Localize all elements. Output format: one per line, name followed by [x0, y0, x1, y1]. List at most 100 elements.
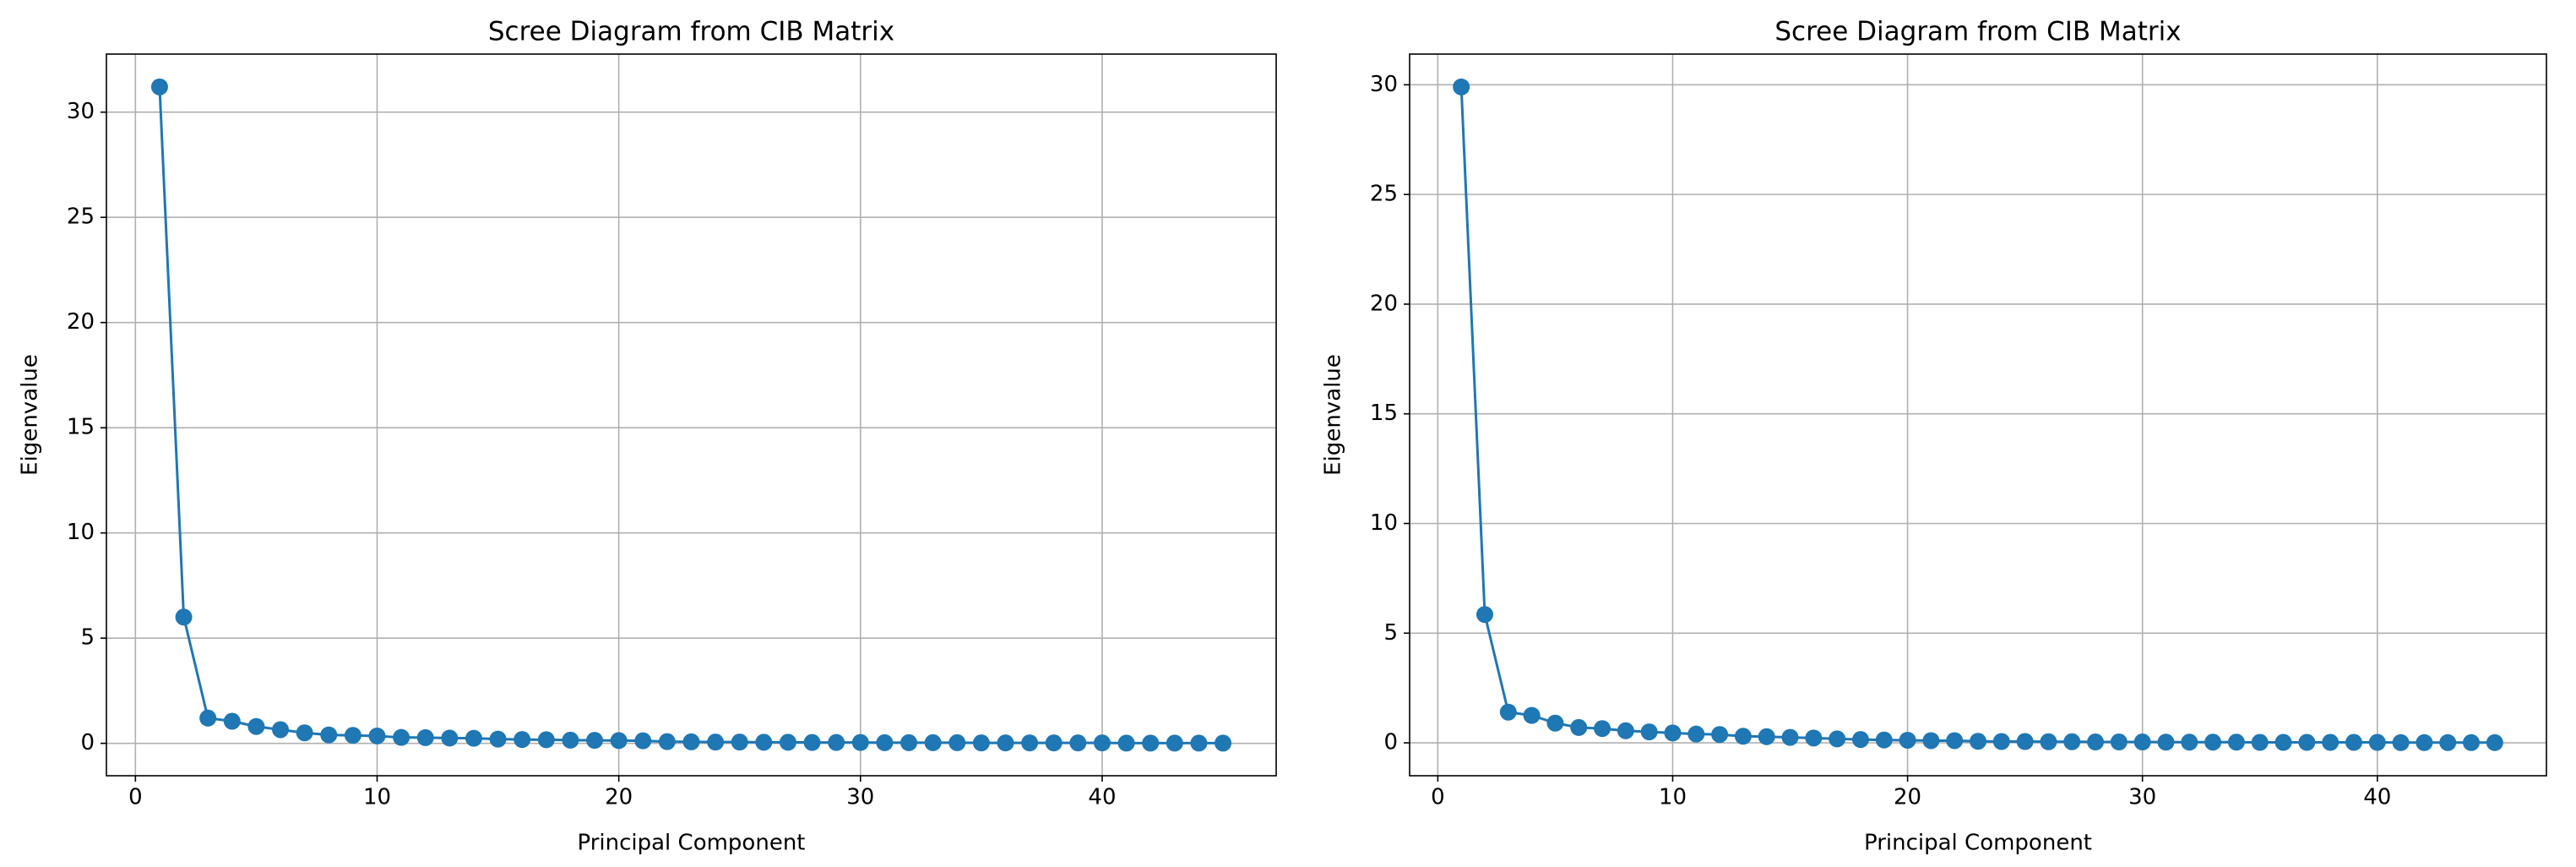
- plot-area: [1410, 54, 2546, 776]
- data-point: [368, 727, 386, 744]
- axes-frame: [1409, 53, 2547, 777]
- x-tick-label: 10: [363, 785, 391, 810]
- y-tick-label: 5: [1383, 620, 1398, 646]
- data-point: [2416, 733, 2433, 751]
- chart-title: Scree Diagram from CIB Matrix: [1774, 17, 2181, 47]
- data-point: [1215, 734, 1232, 752]
- data-point: [2251, 733, 2269, 751]
- data-point: [997, 734, 1014, 752]
- data-point: [2463, 733, 2481, 751]
- data-point: [876, 733, 894, 751]
- data-point: [1021, 734, 1039, 752]
- data-point: [344, 727, 361, 744]
- y-tick-label: 30: [67, 99, 95, 124]
- data-point: [1453, 78, 1470, 95]
- data-point: [2087, 733, 2105, 751]
- data-point: [924, 733, 942, 751]
- data-point: [1523, 706, 1541, 724]
- x-tick-label: 10: [1659, 785, 1687, 810]
- data-point: [2486, 733, 2503, 751]
- x-tick-label: 30: [2128, 785, 2156, 810]
- data-point: [393, 728, 410, 746]
- chart-title: Scree Diagram from CIB Matrix: [488, 17, 894, 47]
- x-tick-label: 30: [846, 785, 874, 810]
- data-point: [1805, 729, 1823, 747]
- data-point: [1117, 734, 1135, 752]
- data-point: [2133, 733, 2151, 751]
- data-point: [1570, 718, 1588, 736]
- data-point: [1546, 714, 1564, 732]
- data-point: [634, 732, 652, 750]
- data-point: [223, 712, 241, 730]
- data-point: [828, 733, 845, 751]
- data-point: [150, 78, 168, 95]
- x-axis-label: Principal Component: [577, 831, 805, 856]
- y-tick-label: 10: [67, 520, 95, 545]
- data-point: [2157, 733, 2175, 751]
- data-point: [320, 726, 338, 744]
- y-tick-label: 20: [1370, 291, 1398, 316]
- data-point: [1142, 734, 1160, 752]
- data-point: [2298, 733, 2316, 751]
- data-point: [1166, 734, 1183, 752]
- y-tick-label: 15: [1370, 401, 1398, 426]
- data-point: [900, 733, 918, 751]
- data-point: [779, 733, 796, 751]
- data-point: [465, 729, 482, 747]
- data-point: [2181, 733, 2198, 751]
- data-point: [272, 721, 290, 739]
- axes-frame: [106, 53, 1277, 777]
- data-point: [489, 730, 507, 748]
- data-point: [610, 732, 628, 750]
- data-point: [1711, 726, 1729, 744]
- data-point: [2322, 733, 2340, 751]
- data-point: [441, 729, 459, 747]
- y-tick-label: 30: [1370, 72, 1398, 97]
- data-point: [1781, 728, 1799, 746]
- data-point: [247, 717, 265, 735]
- y-tick-label: 25: [1370, 182, 1398, 207]
- x-tick-label: 40: [1088, 785, 1116, 810]
- data-point: [2392, 733, 2410, 751]
- data-point: [1970, 733, 1986, 750]
- data-point: [537, 731, 555, 749]
- y-tick-label: 0: [1383, 730, 1398, 755]
- data-point: [1594, 720, 1611, 738]
- data-point: [972, 734, 990, 752]
- x-tick-label: 20: [1894, 785, 1921, 810]
- data-point: [755, 733, 773, 751]
- data-point: [2063, 733, 2081, 750]
- x-tick-label: 0: [1431, 785, 1445, 810]
- data-point: [1640, 723, 1658, 741]
- data-point: [2040, 733, 2057, 750]
- data-point: [2368, 733, 2386, 751]
- data-point: [1734, 728, 1752, 745]
- y-tick-label: 25: [67, 204, 95, 230]
- y-axis-label: Eigenvalue: [1321, 354, 1346, 476]
- data-point: [1687, 725, 1705, 743]
- data-point: [199, 709, 217, 727]
- plot-area: [106, 54, 1276, 776]
- data-point: [1499, 703, 1517, 721]
- data-point: [514, 731, 531, 749]
- data-point: [731, 733, 748, 751]
- x-axis-label: Principal Component: [1864, 831, 2092, 856]
- data-point: [682, 733, 700, 750]
- data-point: [2345, 733, 2362, 751]
- data-point: [1875, 731, 1893, 749]
- y-tick-label: 0: [80, 730, 95, 755]
- x-tick-label: 0: [128, 785, 143, 810]
- y-tick-label: 15: [67, 415, 95, 440]
- y-axis-label: Eigenvalue: [18, 354, 43, 476]
- data-point: [1899, 731, 1916, 749]
- y-tick-label: 10: [1370, 510, 1398, 536]
- data-point: [1758, 728, 1775, 745]
- data-point: [1093, 734, 1111, 752]
- data-point: [562, 731, 579, 749]
- data-point: [1851, 731, 1869, 749]
- data-point: [2227, 733, 2245, 751]
- y-tick-label: 5: [80, 625, 95, 651]
- data-point: [1992, 733, 2010, 750]
- data-point: [1664, 724, 1682, 742]
